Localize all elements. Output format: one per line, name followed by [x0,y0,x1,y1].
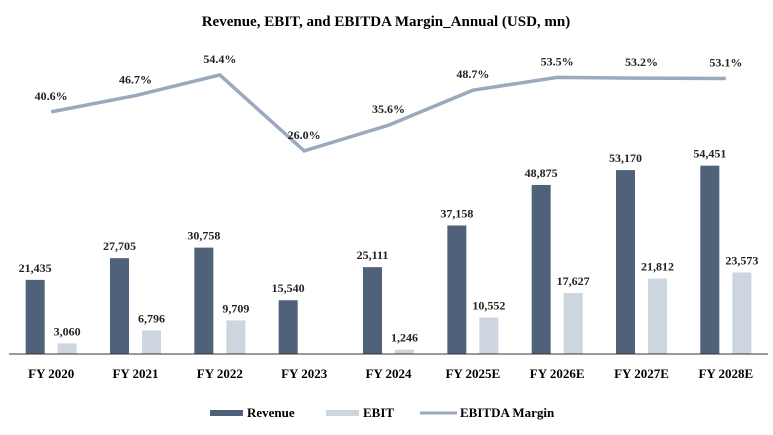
data-label-ebitda-margin-fy-2022: 54.4% [203,52,236,66]
x-tick-label-fy-2024: FY 2024 [365,366,412,381]
bar-ebit-fy-2024 [395,349,414,354]
x-tick-label-fy-2022: FY 2022 [197,366,243,381]
data-label-ebitda-margin-fy-2023: 26.0% [288,128,321,142]
bar-ebit-fy-2022 [226,320,246,354]
legend: Revenue EBIT EBITDA Margin [210,405,555,420]
data-label-ebitda-margin-fy-2028e: 53.1% [709,55,742,69]
x-tick-label-fy-2023: FY 2023 [281,366,328,381]
data-label-ebit-fy-2021: 6,796 [138,311,165,325]
bar-revenue-fy-2021 [110,258,129,354]
bar-revenue-fy-2025e [447,225,467,354]
bar-revenue-fy-2022 [194,247,214,354]
data-label-ebitda-margin-fy-2026e: 53.5% [541,54,574,68]
data-label-ebit-fy-2025e: 10,552 [472,299,505,313]
bar-ebit-fy-2021 [142,330,161,354]
data-label-ebitda-margin-fy-2020: 40.6% [35,89,68,103]
bar-ebit-fy-2028e [732,272,752,354]
x-tick-label-fy-2028e: FY 2028E [698,366,753,381]
data-label-ebit-fy-2028e: 23,573 [725,253,758,267]
legend-label-ebitda-margin: EBITDA Margin [460,405,555,420]
data-label-revenue-fy-2026e: 48,875 [525,166,558,180]
data-label-ebitda-margin-fy-2027e: 53.2% [625,55,658,69]
legend-swatch-revenue [210,410,243,416]
bar-ebit-fy-2025e [479,317,499,354]
data-label-revenue-fy-2020: 21,435 [19,261,52,275]
data-label-ebit-fy-2026e: 17,627 [557,274,590,288]
x-tick-label-fy-2025e: FY 2025E [445,366,500,381]
data-label-ebit-fy-2024: 1,246 [391,331,418,345]
data-label-revenue-fy-2028e: 54,451 [693,147,726,161]
data-label-revenue-fy-2024: 25,111 [357,248,389,262]
data-label-ebitda-margin-fy-2021: 46.7% [119,73,152,87]
bar-revenue-fy-2023 [278,300,298,354]
bars-layer: 21,435 27,705 30,758 15,540 25,111 37,158 48,8… [19,147,758,354]
data-label-ebit-fy-2020: 3,060 [54,324,81,338]
data-label-revenue-fy-2022: 30,758 [187,229,220,243]
legend-swatch-ebit [326,410,359,416]
bar-revenue-fy-2028e [700,165,720,354]
legend-label-ebit: EBIT [363,405,394,420]
data-label-ebit-fy-2027e: 21,812 [641,260,674,274]
data-label-revenue-fy-2027e: 53,170 [609,151,642,165]
data-label-revenue-fy-2023: 15,540 [272,281,305,295]
x-tick-label-fy-2021: FY 2021 [112,366,158,381]
bar-ebit-fy-2020 [57,343,77,354]
data-label-revenue-fy-2021: 27,705 [103,239,136,253]
data-label-ebit-fy-2022: 9,709 [222,301,249,315]
bar-revenue-fy-2027e [616,170,635,354]
bar-ebit-fy-2027e [648,278,667,354]
margin-line-layer: 40.6% 46.7% 54.4% 26.0% 35.6% 48.7% 53.5% 53.2%… [35,52,742,153]
chart-title: Revenue, EBIT, and EBITDA Margin_Annual … [202,14,571,30]
bar-ebit-fy-2026e [563,293,583,354]
bar-revenue-fy-2020 [25,279,45,354]
legend-label-revenue: Revenue [247,405,295,420]
line-ebitda-margin [50,73,726,153]
x-tick-label-fy-2026e: FY 2026E [530,366,585,381]
data-label-ebitda-margin-fy-2025e: 48.7% [456,67,489,81]
bar-revenue-fy-2024 [363,267,382,354]
x-tick-label-fy-2020: FY 2020 [28,366,74,381]
bar-revenue-fy-2026e [531,184,551,354]
x-axis-labels: FY 2020 FY 2021 FY 2022 FY 2023 FY 2024 FY 20… [28,366,753,381]
x-tick-label-fy-2027e: FY 2027E [614,366,669,381]
data-label-ebitda-margin-fy-2024: 35.6% [372,102,405,116]
data-label-revenue-fy-2025e: 37,158 [440,206,473,220]
